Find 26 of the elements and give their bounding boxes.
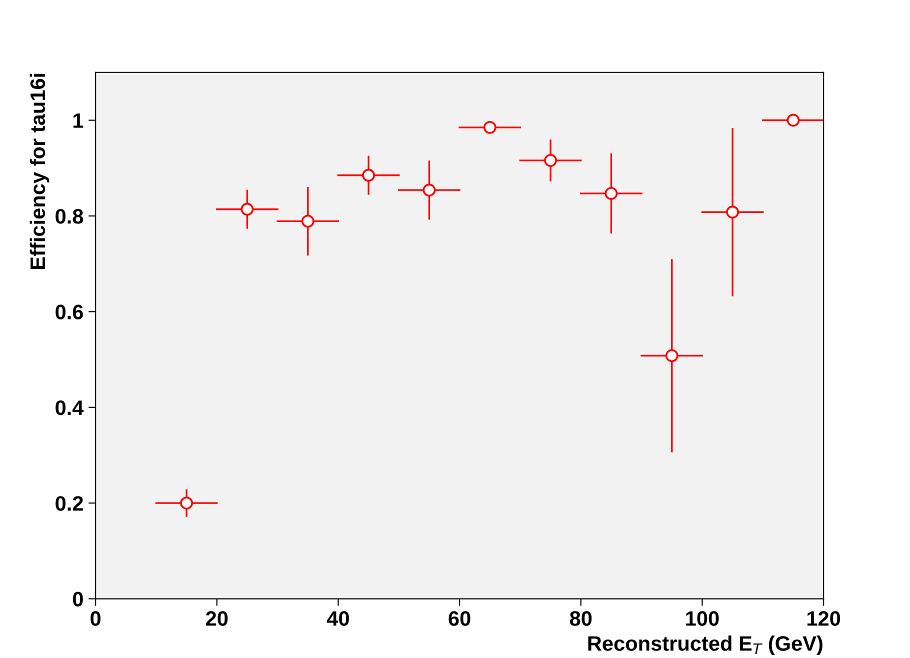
point xyxy=(483,120,496,134)
y-tick-label: 0.4 xyxy=(56,400,84,416)
y-tick-label: 0 xyxy=(72,592,83,607)
point xyxy=(786,114,800,127)
y-tick-label: 0.2 xyxy=(56,496,83,511)
x-axis-title: Reconstructed E$_{T}$ (GeV) xyxy=(588,636,822,655)
x-tick-label: 40 xyxy=(326,611,349,626)
point xyxy=(362,168,376,182)
y-tick-label: 1 xyxy=(73,113,84,128)
point xyxy=(180,496,194,510)
x-tick-label: 80 xyxy=(570,611,592,626)
y-tick-label: 0.6 xyxy=(56,304,83,320)
x-tick-label: 120 xyxy=(807,611,840,626)
point xyxy=(665,349,678,362)
x-tick-label: 20 xyxy=(206,611,228,626)
y-tick-label: 0.8 xyxy=(56,208,84,224)
point xyxy=(726,206,740,219)
x-tick-label: 100 xyxy=(686,611,719,626)
point xyxy=(301,214,314,228)
x-tick-label: 60 xyxy=(448,611,470,626)
point xyxy=(604,186,618,200)
y-axis-title: Efficiency for tau16i xyxy=(30,74,50,269)
point xyxy=(544,154,558,167)
point xyxy=(422,184,436,197)
point xyxy=(240,202,254,216)
x-tick-label: 0 xyxy=(90,611,100,626)
